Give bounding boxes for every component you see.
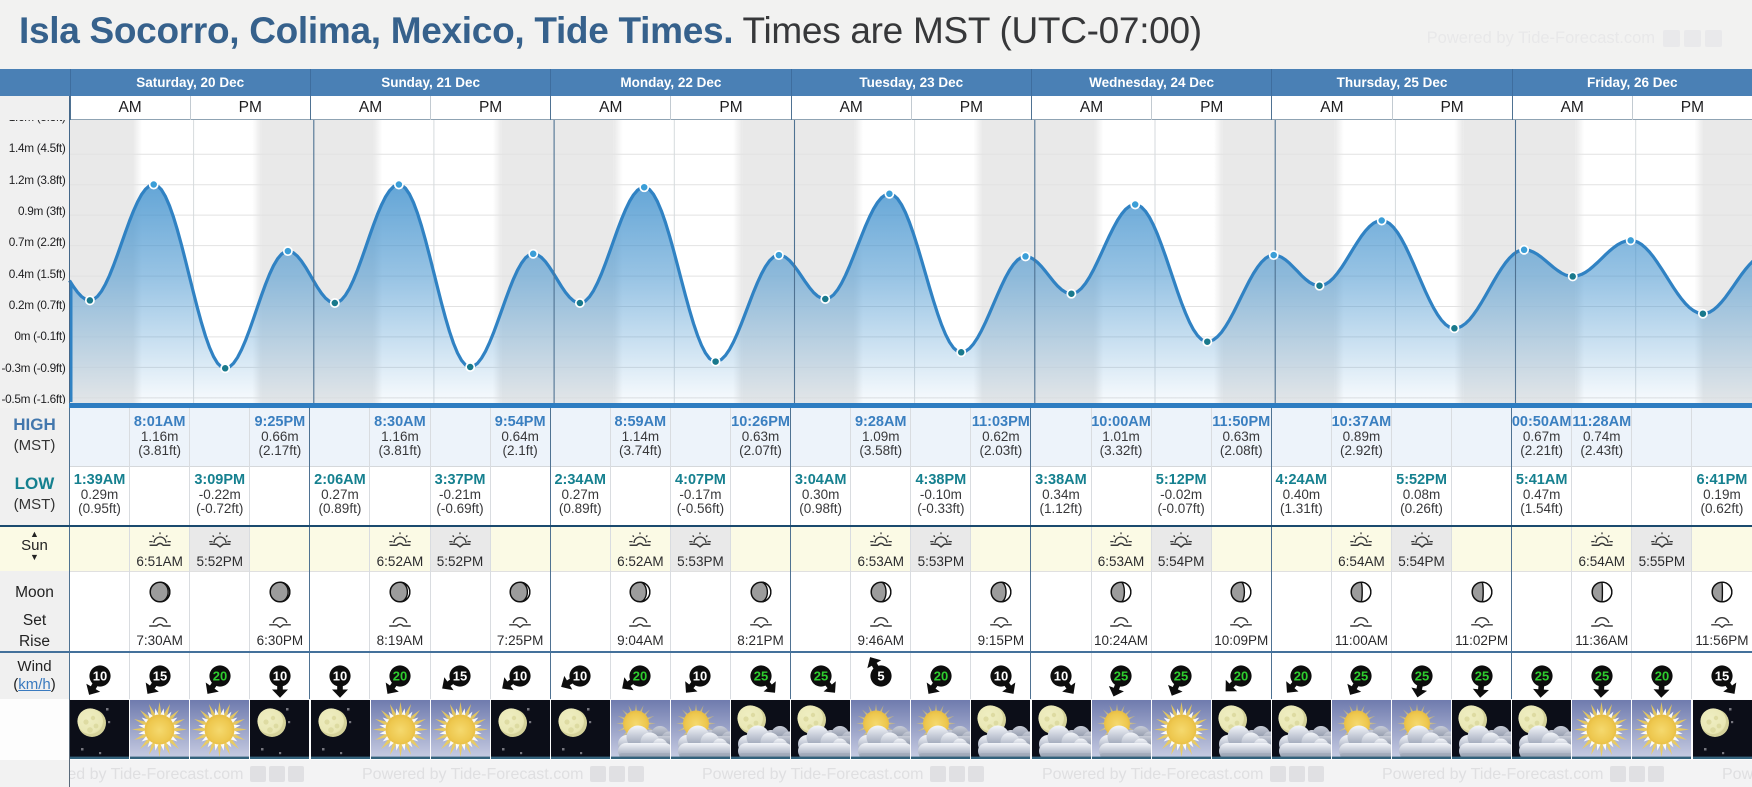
- svg-text:15: 15: [453, 669, 467, 684]
- svg-text:25: 25: [1174, 669, 1188, 684]
- svg-text:20: 20: [633, 669, 647, 684]
- svg-text:20: 20: [212, 669, 226, 684]
- svg-text:25: 25: [813, 669, 827, 684]
- svg-text:25: 25: [1595, 669, 1609, 684]
- svg-text:15: 15: [152, 669, 166, 684]
- svg-text:10: 10: [273, 669, 287, 684]
- svg-text:20: 20: [1234, 669, 1248, 684]
- svg-text:5: 5: [877, 669, 884, 684]
- svg-text:25: 25: [1414, 669, 1428, 684]
- svg-text:10: 10: [693, 669, 707, 684]
- svg-text:20: 20: [1655, 669, 1669, 684]
- svg-text:10: 10: [994, 669, 1008, 684]
- svg-text:20: 20: [1294, 669, 1308, 684]
- svg-text:25: 25: [753, 669, 767, 684]
- svg-text:10: 10: [513, 669, 527, 684]
- svg-text:20: 20: [934, 669, 948, 684]
- svg-text:10: 10: [573, 669, 587, 684]
- svg-text:10: 10: [1054, 669, 1068, 684]
- svg-text:10: 10: [333, 669, 347, 684]
- svg-text:25: 25: [1354, 669, 1368, 684]
- svg-text:10: 10: [92, 669, 106, 684]
- svg-text:15: 15: [1715, 669, 1729, 684]
- svg-text:25: 25: [1474, 669, 1488, 684]
- svg-text:25: 25: [1114, 669, 1128, 684]
- svg-text:25: 25: [1534, 669, 1548, 684]
- svg-text:20: 20: [393, 669, 407, 684]
